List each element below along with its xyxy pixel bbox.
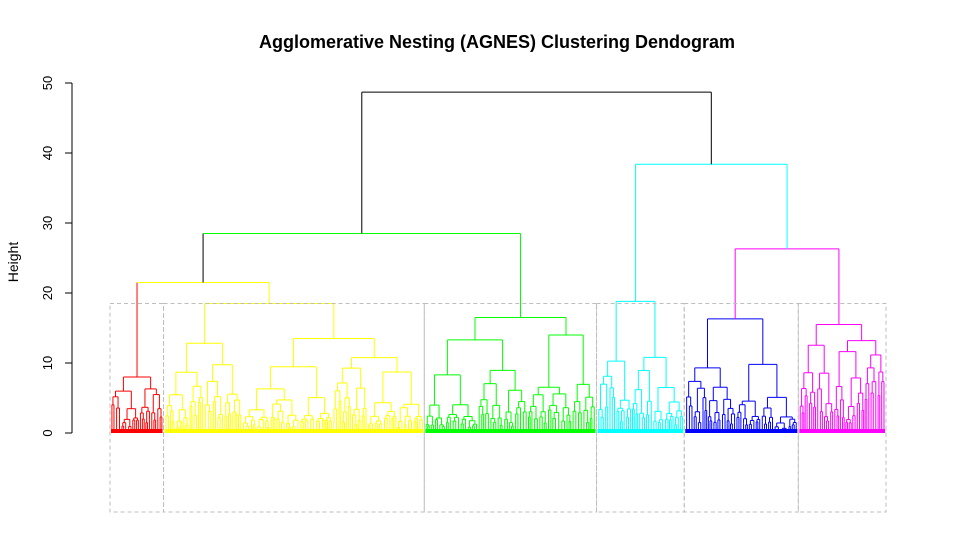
y-axis-label: Height	[5, 242, 21, 283]
cluster-rectangle	[683, 303, 799, 513]
cluster-rectangles	[109, 303, 887, 513]
y-tick-label: 20	[40, 286, 55, 300]
leaf-band	[425, 429, 596, 433]
leaf-band	[111, 429, 163, 433]
y-tick-label: 30	[40, 216, 55, 230]
leaf-band	[799, 429, 885, 433]
y-axis: 0 10 20 30 40 50	[40, 76, 73, 437]
y-tick-label: 10	[40, 356, 55, 370]
leaf-band	[597, 429, 684, 433]
dendrogram-tree	[111, 91, 885, 433]
cluster-rectangle	[797, 303, 887, 513]
y-tick-label: 0	[40, 429, 55, 436]
cluster-rectangle	[163, 303, 425, 513]
y-tick-label: 40	[40, 146, 55, 160]
leaf-band	[164, 429, 424, 433]
cluster-rectangle	[423, 303, 598, 513]
chart-title: Agglomerative Nesting (AGNES) Clustering…	[259, 32, 735, 52]
leaf-band	[685, 429, 798, 433]
y-tick-label: 50	[40, 76, 55, 90]
